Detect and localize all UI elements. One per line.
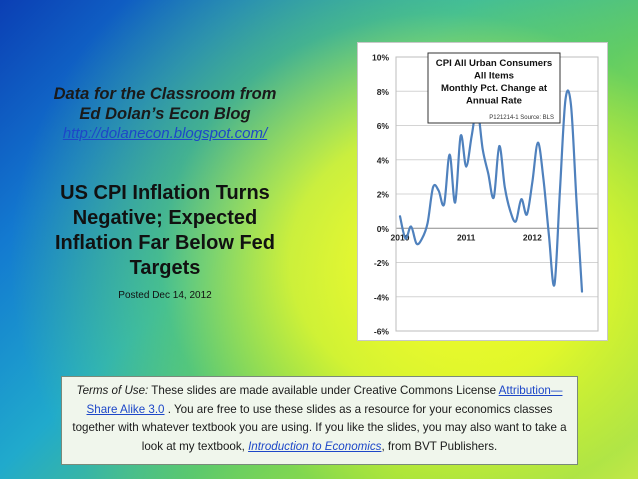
chart-title-line: Annual Rate: [466, 96, 522, 107]
chart-source-note: P121214-1 Source: BLS: [489, 115, 554, 121]
license-link[interactable]: Attribution—Share Alike 3.0: [86, 384, 563, 416]
terms-text-1: These slides are made available under Cr…: [148, 384, 499, 397]
x-tick-label: 2011: [457, 232, 476, 242]
chart-title-line: CPI All Urban Consumers: [436, 58, 552, 69]
cpi-series-line: [398, 89, 584, 293]
y-tick-label: 4%: [377, 155, 390, 165]
slide-headline: US CPI Inflation Turns Negative; Expecte…: [40, 181, 290, 281]
x-tick-label: 2012: [523, 232, 542, 242]
blog-subtitle-line2: Ed Dolan’s Econ Blog: [79, 105, 251, 123]
y-tick-label: 8%: [377, 87, 390, 97]
posted-date: Posted Dec 14, 2012: [118, 290, 212, 301]
blog-title-block: Data for the Classroom from Ed Dolan’s E…: [40, 84, 290, 144]
terms-of-use-box: Terms of Use: These slides are made avai…: [61, 376, 578, 465]
x-tick-label: 2010: [391, 232, 410, 242]
terms-text-2: . You are free to use these slides as a …: [72, 402, 567, 453]
y-tick-label: 2%: [377, 190, 390, 200]
terms-text-3: , from BVT Publishers.: [381, 439, 498, 453]
headline-line1: US CPI Inflation Turns: [60, 182, 270, 204]
headline-line2: Negative; Expected: [72, 207, 258, 229]
cpi-chart-svg: -6% -4% -2% 0% 2% 4% 6% 8% 10% 2010 2011 2012 CPI A…: [372, 52, 599, 337]
chart-title-line: Monthly Pct. Change at: [441, 83, 548, 94]
headline-line3: Inflation Far Below Fed: [54, 232, 275, 254]
chart-title-line: All Items: [474, 71, 514, 82]
terms-label: Terms of Use:: [76, 384, 149, 397]
y-tick-label: 0%: [377, 224, 390, 234]
y-tick-label: -6%: [374, 327, 390, 337]
chart-title-box: [427, 52, 561, 124]
y-tick-label: 6%: [377, 121, 390, 131]
y-tick-label: 10%: [372, 53, 389, 63]
y-tick-label: -4%: [374, 292, 390, 302]
blog-url-link[interactable]: http://dolanecon.blogspot.com/: [62, 125, 268, 142]
textbook-link[interactable]: Introduction to Economics: [248, 439, 382, 453]
cpi-chart: -6% -4% -2% 0% 2% 4% 6% 8% 10% 2010 2011 2012 CPI A…: [357, 42, 608, 341]
headline-line4: Targets: [129, 257, 201, 279]
blog-subtitle-line1: Data for the Classroom from: [53, 85, 277, 103]
y-tick-label: -2%: [374, 258, 390, 268]
